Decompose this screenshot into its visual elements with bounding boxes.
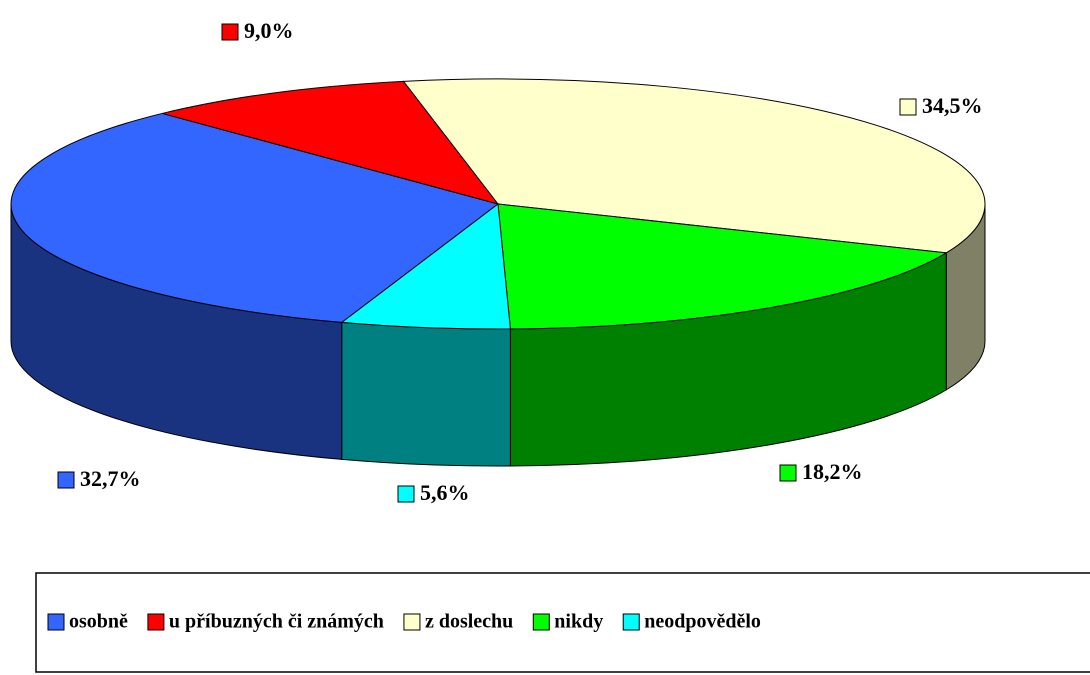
label-swatch <box>779 464 797 482</box>
legend-swatch <box>532 613 550 631</box>
pie-slice <box>340 203 511 330</box>
pie-slice <box>162 80 500 205</box>
pie-slice <box>10 112 500 323</box>
legend-label: neodpovědělo <box>644 611 761 633</box>
value-label: 34,5% <box>922 93 983 118</box>
label-swatch <box>221 23 239 41</box>
legend-swatch <box>622 613 640 631</box>
label-swatch <box>899 98 917 116</box>
legend-label: nikdy <box>554 611 603 633</box>
legend-box <box>35 572 1090 673</box>
value-label: 9,0% <box>244 18 294 43</box>
legend-swatch <box>403 613 421 631</box>
label-swatch <box>397 485 415 503</box>
value-label: 18,2% <box>802 459 863 484</box>
legend-swatch <box>47 613 65 631</box>
legend-label: z doslechu <box>425 611 513 633</box>
value-label: 32,7% <box>80 466 141 491</box>
pie-side <box>341 321 511 467</box>
legend-swatch <box>147 613 165 631</box>
value-label: 5,6% <box>420 480 470 505</box>
label-swatch <box>57 471 75 489</box>
legend-label: osobně <box>69 611 128 633</box>
legend-label: u příbuzných či známých <box>169 611 384 633</box>
pie-slice <box>497 203 948 330</box>
